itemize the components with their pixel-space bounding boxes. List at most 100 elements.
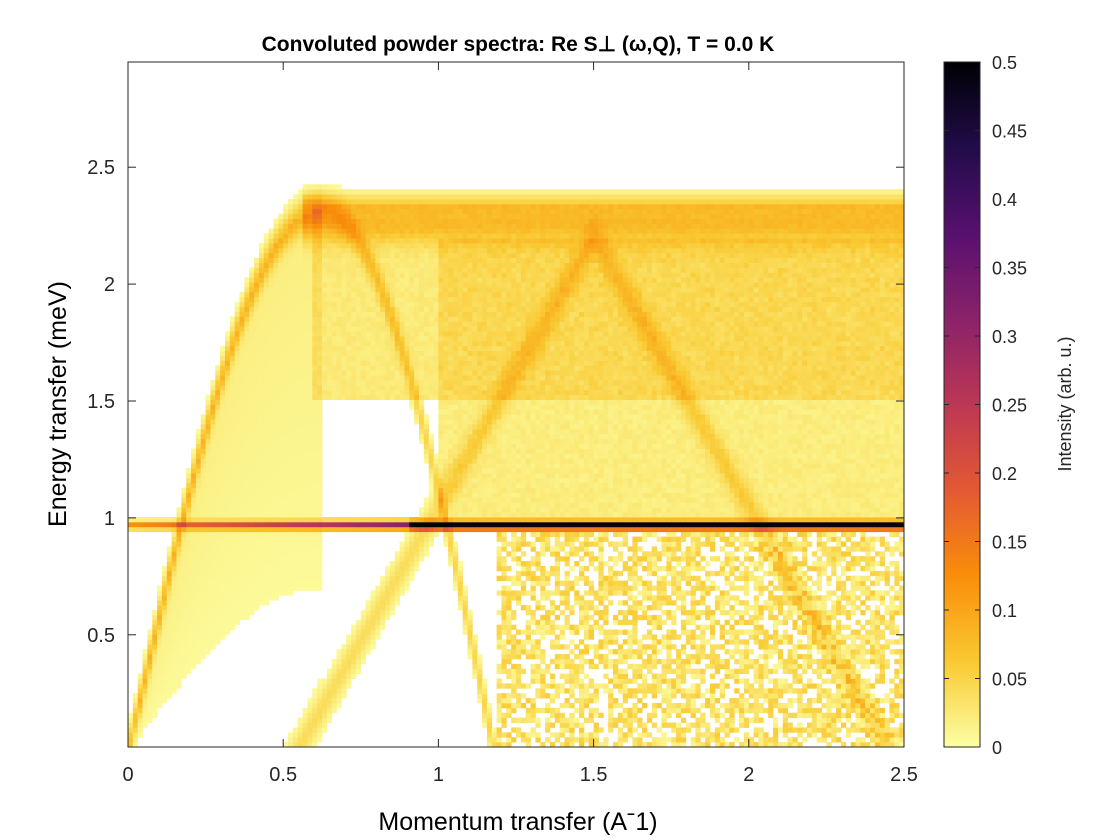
heatmap-cell (132, 521, 139, 528)
heatmap-cell (428, 331, 434, 337)
heatmap-cell (355, 233, 362, 239)
heatmap-cell (307, 394, 313, 400)
heatmap-cell (365, 370, 371, 376)
heatmap-cell (355, 267, 362, 273)
heatmap-cell (360, 272, 367, 278)
heatmap-cell (365, 644, 371, 650)
heatmap-cell (370, 336, 376, 342)
heatmap-cell (215, 517, 221, 523)
heatmap-cell (302, 707, 308, 714)
heatmap-cell (273, 228, 279, 234)
heatmap-cell (404, 316, 410, 322)
heatmap-cell (443, 306, 449, 312)
heatmap-cell (346, 233, 352, 239)
heatmap-cell (191, 629, 197, 635)
heatmap-cell (249, 453, 255, 459)
heatmap-cell (234, 443, 240, 449)
heatmap-cell (307, 277, 313, 283)
heatmap-cell (462, 360, 468, 366)
heatmap-cell (288, 238, 294, 244)
heatmap-cell (375, 277, 381, 283)
heatmap-cell (258, 272, 265, 278)
heatmap-cell (355, 336, 362, 342)
heatmap-cell (331, 301, 337, 308)
heatmap-cell (292, 272, 299, 278)
heatmap-cell (375, 624, 381, 630)
heatmap-cell (511, 428, 517, 435)
heatmap-cell (414, 414, 420, 420)
heatmap-cell (419, 257, 425, 263)
heatmap-cell (346, 365, 352, 371)
heatmap-cell (317, 277, 323, 283)
heatmap-cell (278, 556, 284, 562)
heatmap-cell (448, 331, 454, 337)
heatmap-cell (297, 345, 303, 352)
heatmap-cell (288, 732, 294, 738)
heatmap-cell (307, 399, 313, 405)
heatmap-cell (486, 272, 493, 278)
heatmap-cell (414, 365, 420, 371)
heatmap-cell (249, 507, 255, 513)
heatmap-cell (365, 213, 371, 219)
heatmap-cell (292, 502, 299, 508)
heatmap-cell (302, 321, 308, 327)
heatmap-cell (472, 272, 478, 278)
heatmap-cell (200, 541, 206, 547)
heatmap-cell (414, 223, 420, 229)
heatmap-cell (482, 243, 488, 249)
heatmap-cell (263, 414, 270, 420)
heatmap-cell (448, 306, 454, 312)
heatmap-cell (249, 336, 255, 342)
heatmap-cell (220, 561, 226, 567)
heatmap-cell (482, 189, 488, 195)
heatmap-cell (452, 399, 459, 405)
heatmap-cell (511, 693, 517, 699)
heatmap-cell (302, 468, 308, 474)
heatmap-cell (452, 482, 459, 489)
heatmap-cell (491, 189, 497, 195)
heatmap-cell (326, 683, 333, 689)
heatmap-cell (326, 693, 333, 699)
heatmap-cell (331, 203, 337, 210)
heatmap-cell (467, 336, 473, 342)
heatmap-cell (220, 468, 226, 474)
heatmap-cell (263, 570, 270, 577)
heatmap-cell (443, 228, 449, 234)
heatmap-cell (200, 639, 206, 645)
heatmap-cell (467, 654, 473, 660)
heatmap-cell (404, 551, 410, 557)
heatmap-cell (380, 590, 386, 596)
heatmap-cell (477, 526, 483, 533)
heatmap-cell (258, 477, 265, 484)
heatmap-cell (409, 287, 415, 293)
heatmap-cell (496, 326, 502, 332)
heatmap-cell (152, 624, 158, 630)
heatmap-cell (438, 492, 444, 498)
heatmap-cell (244, 448, 250, 454)
heatmap-cell (452, 561, 459, 567)
heatmap-cell (482, 712, 488, 719)
heatmap-cell (355, 203, 362, 210)
heatmap-cell (462, 614, 468, 621)
heatmap-cell (161, 693, 168, 699)
heatmap-cell (297, 570, 303, 577)
heatmap-cell (511, 624, 517, 630)
heatmap-cell (244, 321, 250, 327)
heatmap-cell (477, 316, 483, 322)
heatmap-cell (283, 517, 289, 523)
heatmap-cell (443, 267, 449, 273)
heatmap-cell (370, 296, 376, 303)
heatmap-cell (491, 340, 497, 347)
heatmap-cell (297, 375, 303, 381)
heatmap-cell (482, 419, 488, 425)
heatmap-cell (283, 233, 289, 239)
heatmap-cell (278, 345, 284, 352)
heatmap-cell (438, 365, 444, 371)
heatmap-cell (322, 526, 328, 533)
heatmap-cell (322, 394, 328, 400)
heatmap-cell (210, 507, 216, 513)
heatmap-cell (491, 218, 497, 224)
heatmap-cell (307, 419, 313, 425)
heatmap-cell (254, 541, 260, 547)
heatmap-cell (428, 360, 434, 366)
